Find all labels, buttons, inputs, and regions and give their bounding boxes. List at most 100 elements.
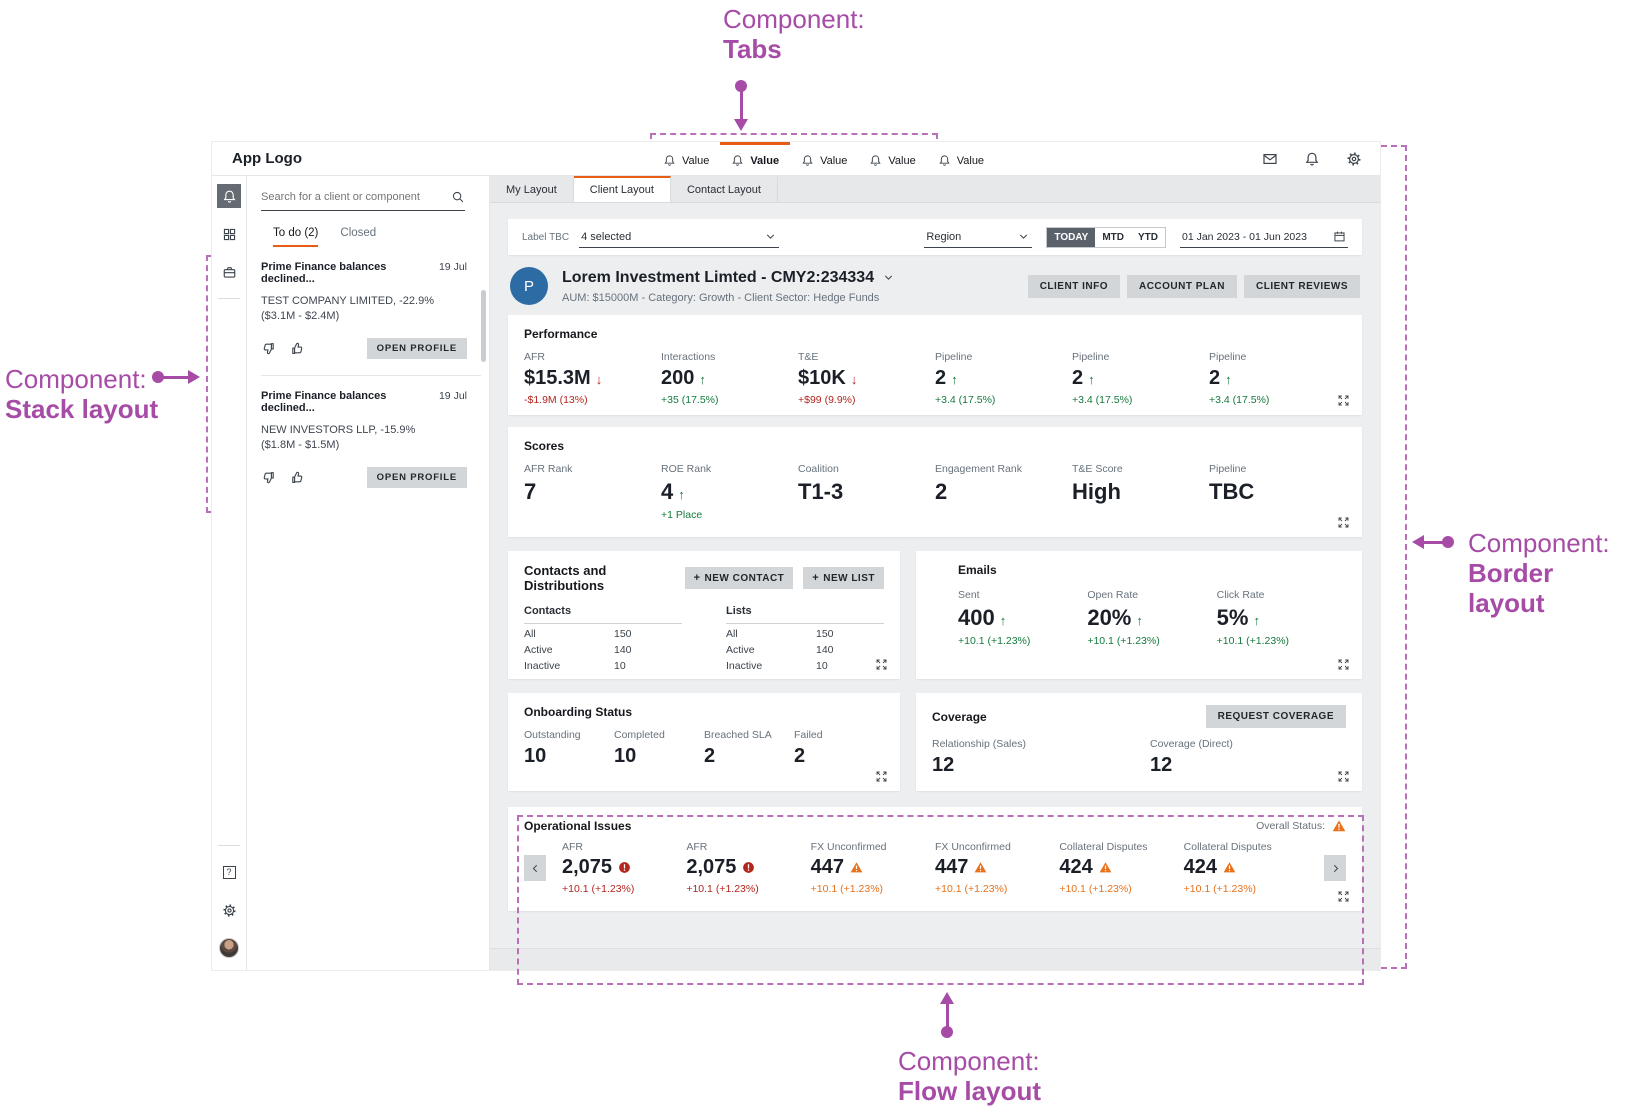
app-window: App Logo Value Value Value Value Value ? xyxy=(212,142,1380,970)
notification-date: 19 Jul xyxy=(438,261,467,273)
rail-dashboard-button[interactable] xyxy=(217,222,241,246)
search-icon[interactable] xyxy=(451,190,465,204)
tab-closed[interactable]: Closed xyxy=(340,227,377,239)
metric: Engagement Rank 2 xyxy=(935,463,1022,504)
value-tab-3[interactable]: Value xyxy=(790,142,858,176)
thumbs-down-icon[interactable] xyxy=(261,341,276,356)
notification-title: Prime Finance balances declined... xyxy=(261,390,387,414)
metric: Pipeline TBC xyxy=(1209,463,1255,504)
metric: AFR 2,075 +10.1 (+1.23%) xyxy=(562,841,635,895)
period-segmented-control: TODAY MTD YTD xyxy=(1046,226,1166,248)
metric: Coverage (Direct) 12 xyxy=(1150,738,1233,776)
region-dropdown[interactable]: Region xyxy=(924,226,1033,248)
open-profile-button[interactable]: OPEN PROFILE xyxy=(366,338,467,359)
tab-client-layout[interactable]: Client Layout xyxy=(573,176,671,202)
tab-contact-layout[interactable]: Contact Layout xyxy=(671,176,778,202)
metric: Outstanding 10 xyxy=(524,729,581,767)
overall-status: Overall Status: xyxy=(1256,819,1346,833)
metric: Pipeline 2 ↑ +3.4 (17.5%) xyxy=(935,351,996,406)
mail-icon[interactable] xyxy=(1262,151,1278,167)
rail-divider xyxy=(218,845,240,846)
expand-icon[interactable] xyxy=(875,770,888,783)
table-row: Inactive 10 xyxy=(726,660,828,672)
metric: Pipeline 2 ↑ +3.4 (17.5%) xyxy=(1209,351,1270,406)
open-profile-button[interactable]: OPEN PROFILE xyxy=(366,467,467,488)
period-today-button[interactable]: TODAY xyxy=(1047,227,1096,247)
value-tab-5[interactable]: Value xyxy=(927,142,995,176)
client-name[interactable]: Lorem Investment Limted - CMY2:234334 xyxy=(562,269,895,287)
help-icon: ? xyxy=(222,865,236,879)
emails-card: Emails Sent 400 ↑ +10.1 (+1.23%) Open Rate 2… xyxy=(916,551,1362,679)
thumbs-up-icon[interactable] xyxy=(290,470,305,485)
notification-divider xyxy=(261,375,481,376)
gear-icon[interactable] xyxy=(1346,151,1362,167)
expand-icon[interactable] xyxy=(875,658,888,671)
card-title: Contacts and Distributions xyxy=(524,563,607,593)
metric: Collateral Disputes 424 +10.1 (+1.23%) xyxy=(1059,841,1148,895)
request-coverage-button[interactable]: REQUEST COVERAGE xyxy=(1205,705,1346,728)
metric: FX Unconfirmed 447 +10.1 (+1.23%) xyxy=(810,841,887,895)
annotation-stack-arrow xyxy=(152,371,164,383)
rail-notifications-button[interactable] xyxy=(217,184,241,208)
chevron-down-icon xyxy=(884,275,893,280)
client-reviews-button[interactable]: CLIENT REVIEWS xyxy=(1243,274,1360,298)
sidebar-scrollbar[interactable] xyxy=(481,290,486,362)
rail-portfolio-button[interactable] xyxy=(217,260,241,284)
notification-tabs: To do (2) Closed xyxy=(273,227,489,247)
date-range-picker[interactable]: 01 Jan 2023 - 01 Jun 2023 xyxy=(1180,226,1348,248)
tab-my-layout[interactable]: My Layout xyxy=(490,176,574,202)
value-tab-2-selected[interactable]: Value xyxy=(720,142,791,176)
metric: Failed 2 xyxy=(794,729,823,767)
value-tabs: Value Value Value Value Value xyxy=(652,142,995,176)
expand-icon[interactable] xyxy=(1337,516,1350,529)
performance-card: Performance AFR $15.3M ↓ -$1.9M (13%) Inter… xyxy=(508,315,1362,415)
thumbs-up-icon[interactable] xyxy=(290,341,305,356)
app-logo: App Logo xyxy=(232,150,302,167)
period-mtd-button[interactable]: MTD xyxy=(1095,227,1131,247)
value-tab-1[interactable]: Value xyxy=(652,142,720,176)
lists-group: Lists All 150 Active 140 Inactive 10 xyxy=(726,605,884,672)
new-list-button[interactable]: + NEW LIST xyxy=(803,567,884,589)
app-footer xyxy=(490,948,1380,970)
flow-component-outline xyxy=(517,815,1364,985)
carousel-left-button[interactable] xyxy=(524,855,546,881)
icon-rail: ? xyxy=(212,176,247,970)
chevron-down-icon xyxy=(1020,234,1028,239)
metric: T&E $10K ↓ +$99 (9.9%) xyxy=(798,351,858,406)
carousel-right-button[interactable] xyxy=(1324,855,1346,881)
notification-card: Prime Finance balances declined... 19 Ju… xyxy=(247,376,489,488)
layout-tabs: My Layout Client Layout Contact Layout xyxy=(490,176,1380,203)
plus-icon: + xyxy=(693,572,701,584)
coverage-card: Coverage REQUEST COVERAGE Relationship (… xyxy=(916,693,1362,791)
scores-card: Scores AFR Rank 7 ROE Rank 4 ↑ +1 Place Coal… xyxy=(508,427,1362,537)
selection-dropdown[interactable]: 4 selected xyxy=(579,226,780,248)
rail-settings-button[interactable] xyxy=(217,898,241,922)
onboarding-card: Onboarding Status Outstanding 10 Complete… xyxy=(508,693,900,791)
rail-user-avatar[interactable] xyxy=(217,936,241,960)
metric: Open Rate 20% ↑ +10.1 (+1.23%) xyxy=(1087,589,1160,647)
period-ytd-button[interactable]: YTD xyxy=(1131,227,1165,247)
client-info-button[interactable]: CLIENT INFO xyxy=(1027,274,1120,298)
metric: AFR 2,075 +10.1 (+1.23%) xyxy=(686,841,759,895)
bell-icon xyxy=(733,155,743,166)
app-header: App Logo Value Value Value Value Value xyxy=(212,142,1380,176)
bell-icon[interactable] xyxy=(1304,151,1320,167)
metric: Pipeline 2 ↑ +3.4 (17.5%) xyxy=(1072,351,1133,406)
metric: Completed 10 xyxy=(614,729,665,767)
expand-icon[interactable] xyxy=(1337,770,1350,783)
search-input[interactable] xyxy=(261,191,451,203)
metric: Interactions 200 ↑ +35 (17.5%) xyxy=(661,351,719,406)
value-tab-4[interactable]: Value xyxy=(858,142,926,176)
table-row: All 150 xyxy=(726,628,834,640)
rail-help-button[interactable]: ? xyxy=(217,860,241,884)
contacts-card: Contacts and Distributions + NEW CONTACT … xyxy=(508,551,900,679)
briefcase-icon xyxy=(223,266,235,278)
metric: ROE Rank 4 ↑ +1 Place xyxy=(661,463,712,521)
account-plan-button[interactable]: ACCOUNT PLAN xyxy=(1126,274,1237,298)
thumbs-down-icon[interactable] xyxy=(261,470,276,485)
new-contact-button[interactable]: + NEW CONTACT xyxy=(684,567,794,589)
tab-todo[interactable]: To do (2) xyxy=(273,227,319,247)
expand-icon[interactable] xyxy=(1337,394,1350,407)
expand-icon[interactable] xyxy=(1337,658,1350,671)
notification-body: TEST COMPANY LIMITED, -22.9% ($3.1M - $2… xyxy=(261,295,434,322)
